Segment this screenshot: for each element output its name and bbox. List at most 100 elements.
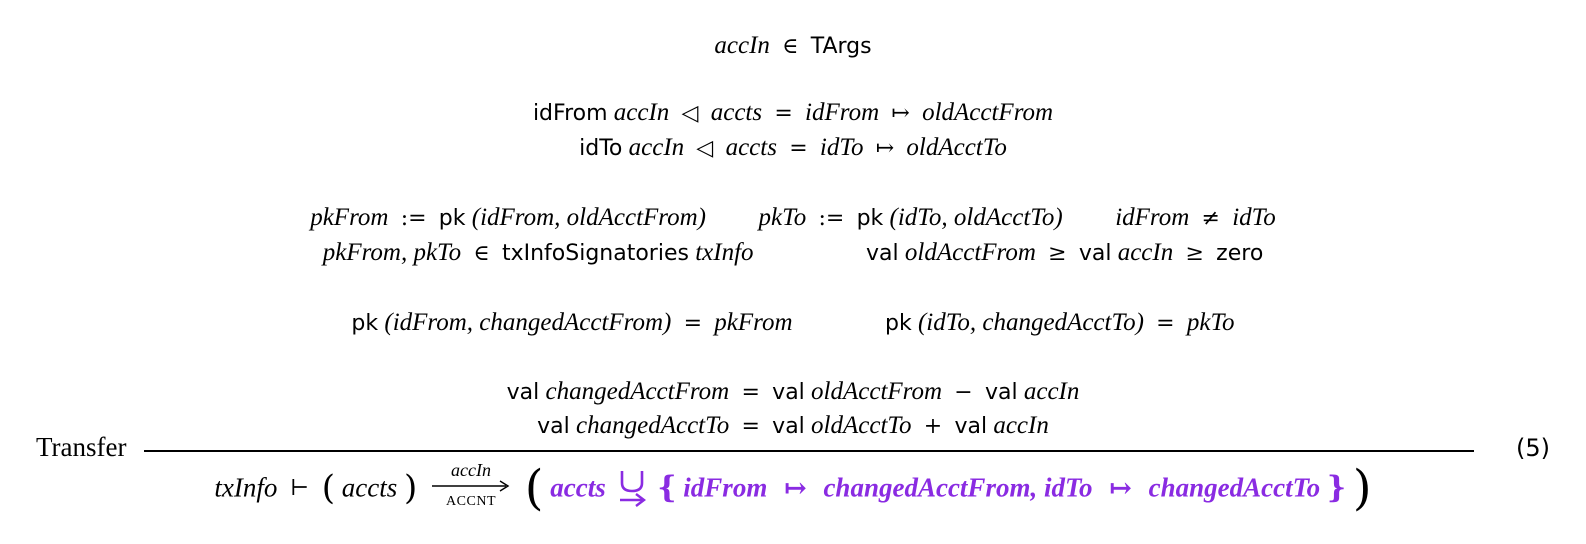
vcf-amt: accIn (1023, 378, 1080, 405)
arrow-label-top: accIn (451, 460, 492, 480)
state-accts: accts (341, 472, 398, 503)
pkfrom-args: (idFrom, oldAcctFrom) (471, 204, 706, 231)
val-oldacctfrom: oldAcctFrom (922, 99, 1054, 126)
eq-op: = (741, 414, 760, 439)
state-open-paren: ( (321, 468, 336, 508)
premise-val-changed-to: val changedAcctTo = val oldAcctTo + val … (0, 411, 1586, 442)
ge-op: ≥ (1048, 241, 1067, 266)
transition-arrow: accIn ACCNT (430, 458, 512, 518)
premise-targs: accIn ∈ TArgs (0, 31, 1586, 62)
premise-signatories: pkFrom, pkTo ∈ txInfoSignatories txInfo (323, 238, 754, 269)
premise-pkfrom-def: pkFrom := pk (idFrom, oldAcctFrom) (310, 203, 706, 234)
premise-pkto-def: pkTo := pk (idTo, oldAcctTo) (758, 203, 1062, 234)
fn-pk: pk (351, 311, 379, 336)
entry2-key: idTo (1043, 472, 1093, 503)
eq-op: = (774, 101, 793, 126)
premise-lookup-from: idFrom accIn ◁ accts = idFrom ↦ oldAcctF… (0, 98, 1586, 129)
result-close-paren: ) (1352, 460, 1372, 516)
fn-val: val (954, 414, 988, 439)
var-accin: accIn (714, 32, 770, 59)
pkfrom-var: pkFrom (310, 204, 389, 231)
arg-accin: accIn (613, 99, 670, 126)
result-open-paren: ( (524, 460, 544, 516)
arrow-icon (432, 480, 510, 492)
vct-lhs: changedAcctTo (576, 412, 730, 439)
premise-pk-changed-to: pk (idTo, changedAcctTo) = pkTo (885, 308, 1235, 339)
fn-val: val (537, 414, 570, 439)
bal-acct: oldAcctFrom (904, 239, 1036, 266)
mapsto-op: ↦ (891, 101, 910, 126)
fn-val: val (772, 414, 805, 439)
neq-lhs: idFrom (1115, 204, 1190, 231)
minus-op: − (954, 380, 973, 405)
assign-op: := (818, 206, 845, 231)
pk-changed-to-args: (idTo, changedAcctTo) (917, 309, 1144, 336)
premise-row-pk-changed: pk (idFrom, changedAcctFrom) = pkFrom pk… (0, 308, 1586, 339)
result-map-accts: accts (550, 472, 606, 503)
assign-op: := (400, 206, 427, 231)
vct-acct: oldAcctTo (811, 412, 912, 439)
map-accts: accts (710, 99, 763, 126)
pk-changed-to-rhs: pkTo (1186, 309, 1235, 336)
fn-txinfosignatories: txInfoSignatories (501, 241, 689, 266)
override-union-icon (613, 463, 651, 513)
sig-arg: txInfo (695, 239, 754, 266)
premise-pk-changed-from: pk (idFrom, changedAcctFrom) = pkFrom (351, 308, 792, 339)
elem-op: ∈ (782, 34, 799, 59)
fn-val: val (984, 380, 1018, 405)
val-oldacctto: oldAcctTo (906, 134, 1007, 161)
type-targs: TArgs (810, 34, 872, 59)
pkto-var: pkTo (758, 204, 807, 231)
restrict-op: ◁ (696, 136, 714, 161)
fn-val: val (1078, 241, 1112, 266)
fn-idfrom: idFrom (532, 101, 608, 126)
vcf-lhs: changedAcctFrom (545, 378, 730, 405)
restrict-op: ◁ (681, 101, 699, 126)
pk-changed-from-args: (idFrom, changedAcctFrom) (384, 309, 672, 336)
fn-val: val (506, 380, 540, 405)
fn-val: val (772, 380, 805, 405)
premise-lookup-to: idTo accIn ◁ accts = idTo ↦ oldAcctTo (0, 133, 1586, 164)
const-zero: zero (1216, 241, 1264, 266)
fn-pk: pk (885, 311, 912, 336)
entry1-mapsto: ↦ (784, 472, 807, 504)
arg-accin: accIn (628, 134, 685, 161)
pkto-args: (idTo, oldAcctTo) (889, 204, 1063, 231)
fn-idto: idTo (579, 136, 623, 161)
arrow-label-bottom: ACCNT (446, 494, 496, 509)
premise-val-changed-from: val changedAcctFrom = val oldAcctFrom − … (0, 377, 1586, 408)
neq-rhs: idTo (1232, 204, 1276, 231)
mapsto-op: ↦ (875, 136, 895, 161)
entry1-val: changedAcctFrom, (823, 472, 1038, 503)
eq-op: = (1156, 311, 1175, 336)
premise-row-pk-defs: pkFrom := pk (idFrom, oldAcctFrom) pkTo … (0, 203, 1586, 234)
eq-op: = (741, 380, 760, 405)
premise-row-signatories: pkFrom, pkTo ∈ txInfoSignatories txInfo … (0, 238, 1586, 269)
key-idto: idTo (819, 134, 864, 161)
plus-op: + (923, 414, 943, 439)
fn-val: val (866, 241, 899, 266)
eq-op: = (683, 311, 703, 336)
ge-op: ≥ (1185, 241, 1204, 266)
key-idfrom: idFrom (805, 99, 880, 126)
premise-balance-check: val oldAcctFrom ≥ val accIn ≥ zero (866, 238, 1263, 269)
equation-number: (5) (1516, 434, 1550, 462)
premise-neq: idFrom ≠ idTo (1115, 203, 1276, 234)
fn-pk: pk (856, 206, 884, 231)
vcf-acct: oldAcctFrom (811, 378, 943, 405)
rule-label: Transfer (36, 432, 127, 462)
entry2-mapsto: ↦ (1109, 472, 1132, 504)
bal-amt: accIn (1117, 239, 1174, 266)
vct-amt: accIn (993, 412, 1049, 439)
neq-op: ≠ (1201, 206, 1220, 231)
env-txinfo: txInfo (214, 472, 278, 503)
pk-changed-from-rhs: pkFrom (714, 309, 793, 336)
rule-conclusion: txInfo ⊢ ( accts ) accIn ACCNT ( accts {… (0, 458, 1586, 528)
sig-lhs: pkFrom, pkTo (322, 239, 462, 266)
eq-op: = (789, 136, 808, 161)
entry1-key: idFrom (683, 472, 768, 503)
entry2-val: changedAcctTo (1148, 472, 1321, 503)
update-close-brace: } (1326, 470, 1347, 506)
inference-bar (144, 450, 1474, 452)
state-close-paren: ) (404, 468, 418, 508)
